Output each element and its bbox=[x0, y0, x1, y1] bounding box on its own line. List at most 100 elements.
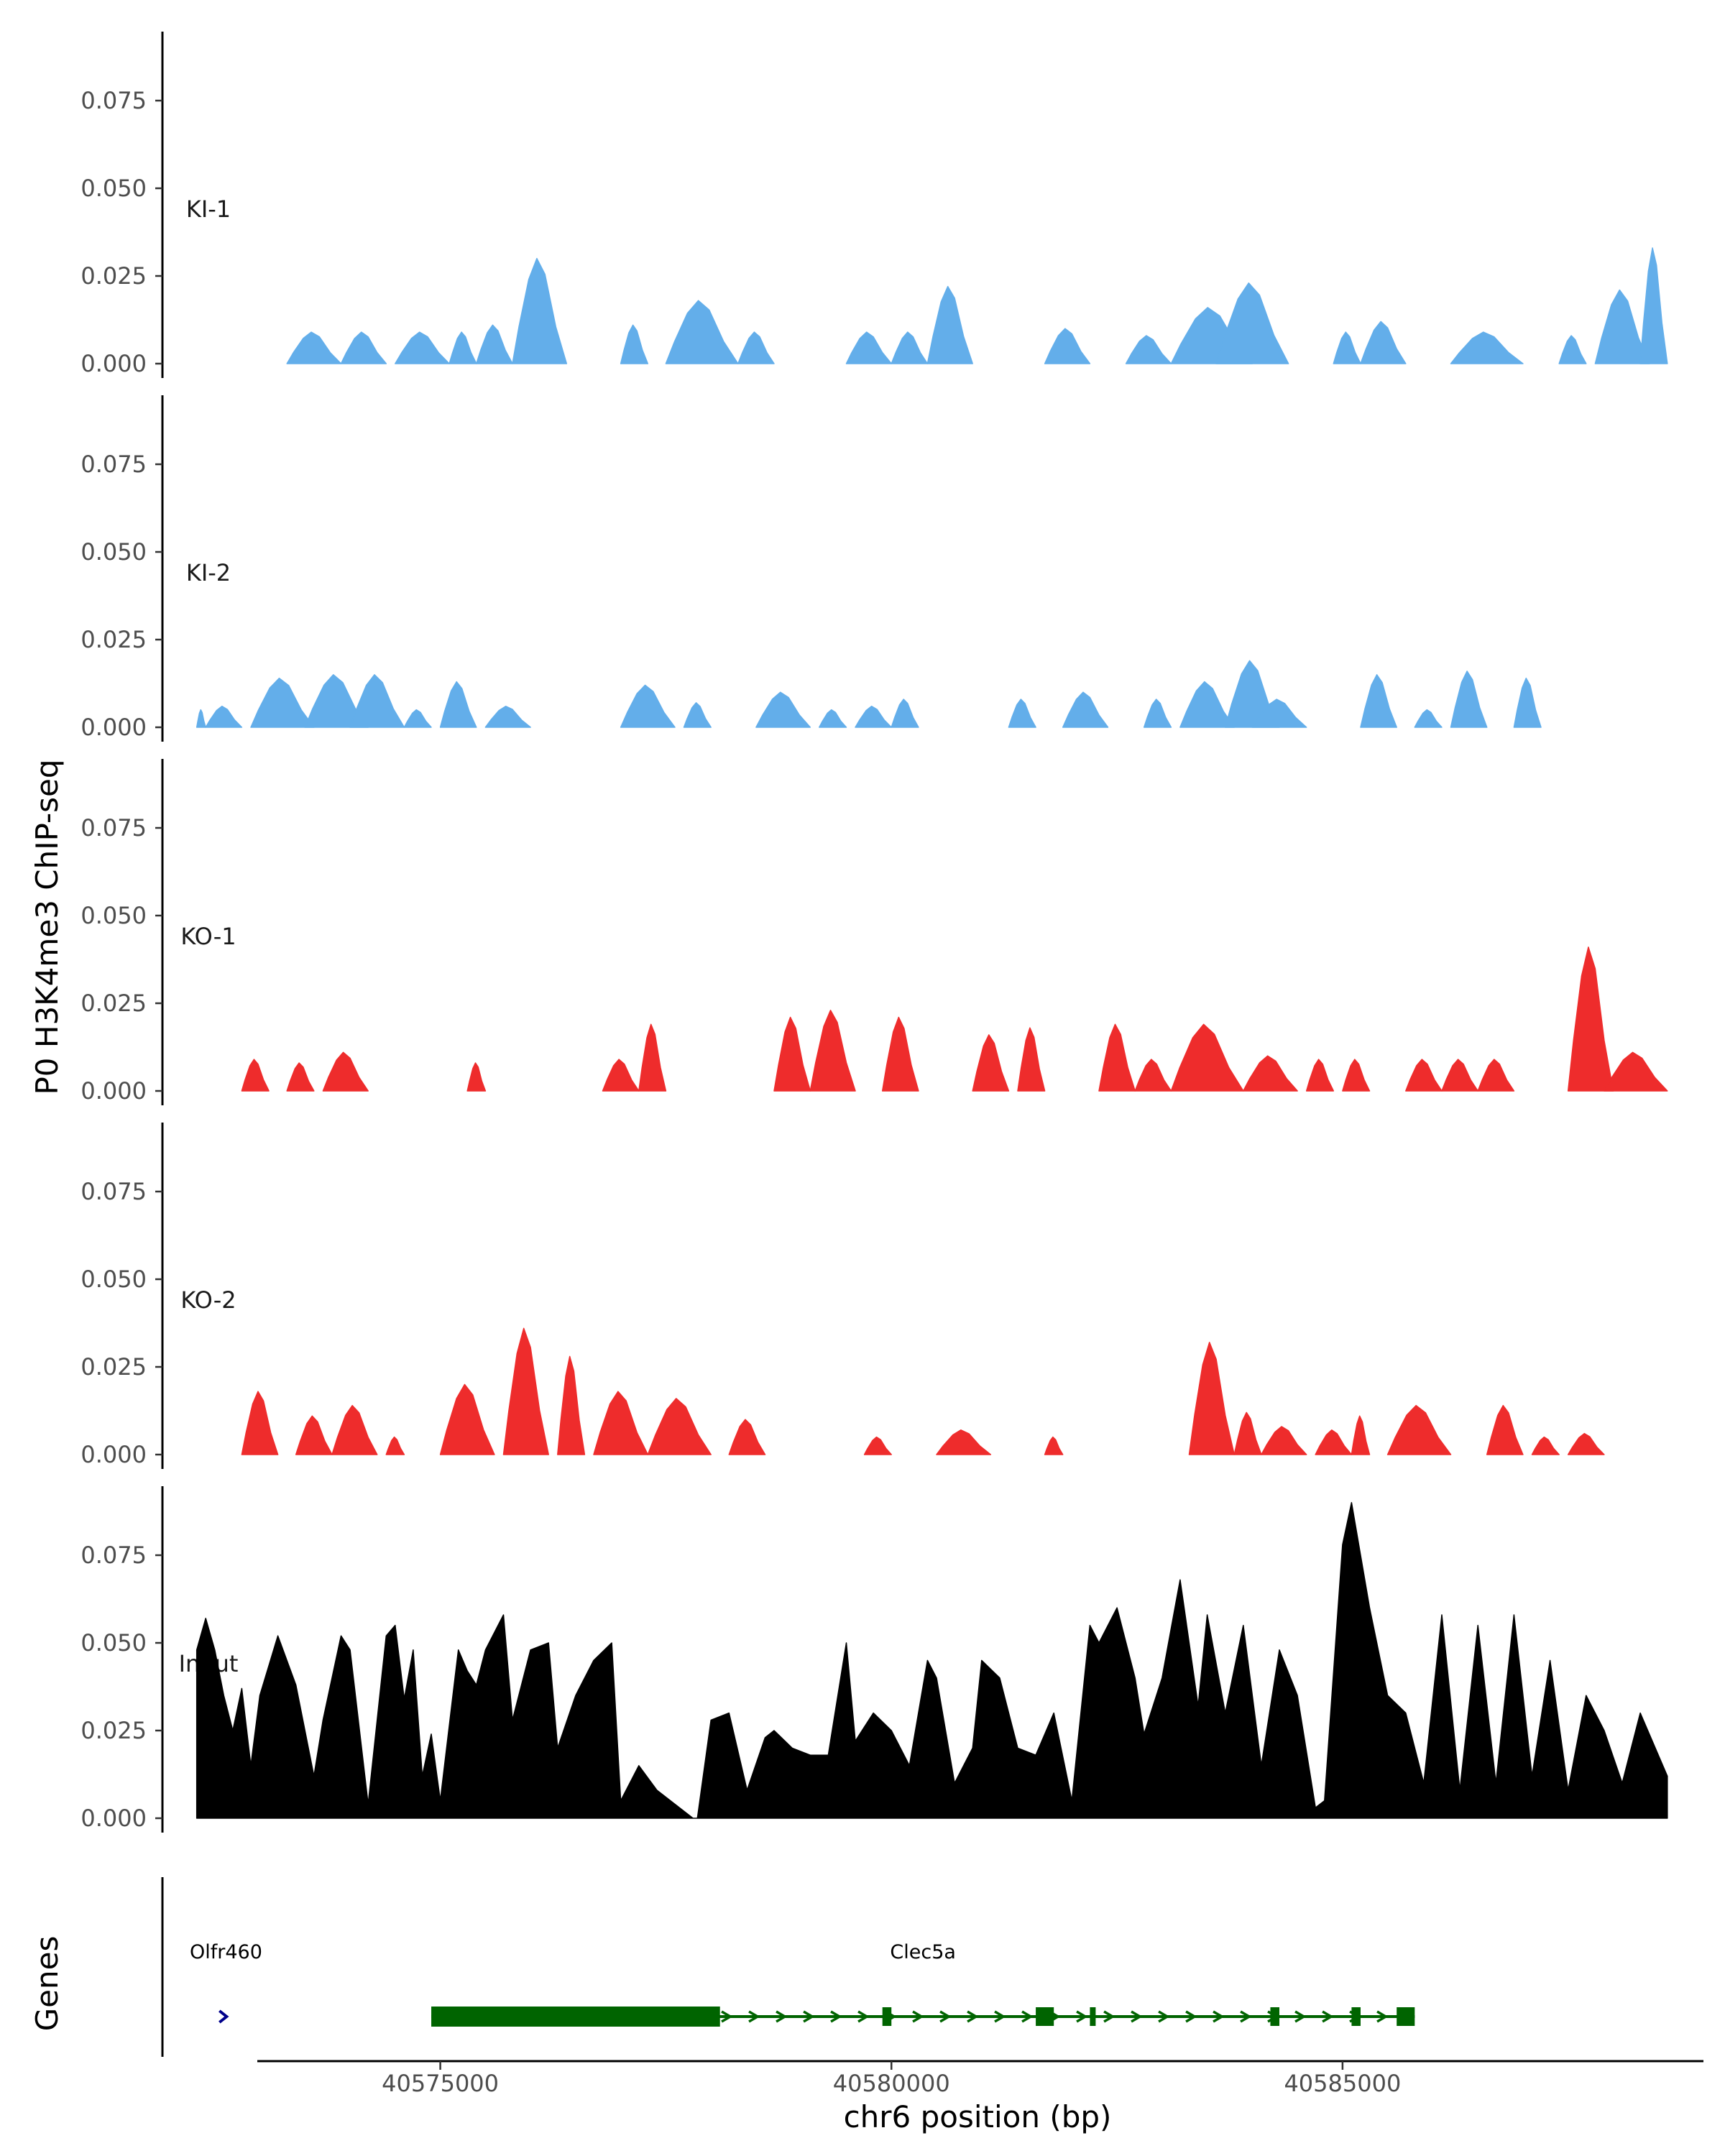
y-tick-label: 0.000 bbox=[80, 350, 147, 377]
signal-peak bbox=[1044, 328, 1091, 364]
exon bbox=[1090, 2007, 1096, 2026]
signal-peak bbox=[322, 1051, 369, 1092]
signal-peak bbox=[1342, 1059, 1371, 1092]
y-tick-label: 0.075 bbox=[80, 814, 147, 842]
signal-peak bbox=[1513, 677, 1542, 728]
signal-peak bbox=[773, 1016, 811, 1092]
strand-arrow bbox=[803, 2010, 815, 2023]
signal-peak bbox=[340, 331, 387, 364]
signal-peak bbox=[620, 324, 649, 364]
strand-arrow bbox=[939, 2010, 952, 2023]
strand-arrow bbox=[830, 2010, 842, 2023]
signal-peak bbox=[1450, 671, 1488, 728]
strand-arrow bbox=[218, 2009, 229, 2024]
signal-peak bbox=[1179, 681, 1235, 728]
signal-peak bbox=[1134, 1059, 1172, 1092]
strand-arrow bbox=[1322, 2010, 1334, 2023]
y-tick-label: 0.025 bbox=[80, 1717, 147, 1744]
signal-peak bbox=[1233, 1411, 1262, 1455]
track-label: KO-1 bbox=[180, 923, 236, 950]
exon bbox=[1036, 2007, 1054, 2026]
signal-peak bbox=[665, 300, 739, 364]
signal-peak bbox=[855, 705, 892, 728]
signal-peak bbox=[647, 1398, 712, 1455]
signal-peak bbox=[737, 331, 775, 364]
signal-peak bbox=[755, 691, 811, 728]
signal-peak bbox=[1360, 674, 1397, 728]
signal-peak bbox=[1604, 1051, 1668, 1092]
signal-peak bbox=[1215, 282, 1289, 364]
signal-peak bbox=[502, 1327, 549, 1455]
signal-peak bbox=[1531, 1436, 1560, 1455]
tracks-layer: 0.0000.0250.0500.075KI-10.0000.0250.0500… bbox=[80, 32, 1668, 1833]
strand-arrow bbox=[1294, 2010, 1307, 2023]
signal-peak bbox=[1243, 1055, 1298, 1092]
strand-arrow bbox=[1376, 2010, 1389, 2023]
signal-peak bbox=[819, 709, 847, 728]
strand-arrow bbox=[721, 2010, 733, 2023]
signal-peak bbox=[403, 709, 432, 728]
signal-peak bbox=[1125, 335, 1172, 364]
gene-label: Clec5a bbox=[890, 1941, 956, 1963]
track-ko-1: 0.000 0.025 0.050 0.075 KO-1 bbox=[80, 759, 1668, 1105]
signal-peak bbox=[1639, 247, 1668, 364]
signal-peak bbox=[1386, 1404, 1452, 1455]
signal-peak bbox=[1486, 1404, 1524, 1455]
signal-peak bbox=[1414, 709, 1443, 728]
signal-peak bbox=[1450, 331, 1524, 364]
y-tick-label: 0.075 bbox=[80, 1178, 147, 1205]
strand-arrow bbox=[1240, 2010, 1252, 2023]
track-label: KI-1 bbox=[186, 195, 231, 223]
signal-peak bbox=[439, 681, 477, 728]
signal-peak bbox=[1008, 699, 1036, 728]
signal-peak bbox=[881, 1016, 919, 1092]
signal-peak bbox=[863, 1436, 892, 1455]
signal-peak bbox=[1170, 1023, 1244, 1092]
signal-peak bbox=[1477, 1059, 1515, 1092]
x-axis-title: chr6 position (bp) bbox=[844, 2099, 1112, 2134]
signal-peak bbox=[1405, 1059, 1443, 1092]
y-tick-label: 0.050 bbox=[80, 538, 147, 566]
signal-peak bbox=[466, 1062, 487, 1092]
signal-peak bbox=[1188, 1342, 1235, 1455]
signal-peak bbox=[1351, 1415, 1371, 1455]
track-label: KI-2 bbox=[186, 559, 231, 586]
signal-peak bbox=[286, 331, 342, 364]
signal-peak bbox=[638, 1023, 667, 1092]
y-tick-label: 0.075 bbox=[80, 451, 147, 478]
signal-peak bbox=[1251, 699, 1307, 728]
signal-peak bbox=[385, 1436, 405, 1455]
track-ki-1: 0.000 0.025 0.050 0.075 KI-1 bbox=[80, 32, 1668, 378]
signal-peak bbox=[809, 1010, 856, 1092]
genes-axis-title: Genes bbox=[29, 1936, 65, 2032]
strand-arrow bbox=[857, 2010, 870, 2023]
signal-peak bbox=[728, 1419, 766, 1455]
signal-peak bbox=[891, 331, 929, 364]
signal-peak bbox=[484, 705, 531, 728]
signal-peak bbox=[395, 331, 450, 364]
signal-peak bbox=[512, 257, 568, 364]
signal-peak bbox=[331, 1404, 378, 1455]
y-tick-label: 0.075 bbox=[80, 1542, 147, 1569]
signal-peak bbox=[1305, 1059, 1335, 1092]
signal-peak bbox=[1567, 1432, 1605, 1455]
y-axis-title: P0 H3K4me3 ChIP-seq bbox=[29, 759, 65, 1095]
exon bbox=[431, 2007, 720, 2027]
strand-arrow bbox=[1103, 2010, 1116, 2023]
strand-arrow bbox=[994, 2010, 1006, 2023]
y-tick-label: 0.050 bbox=[80, 175, 147, 202]
signal-peak bbox=[1143, 699, 1172, 728]
signal-peak bbox=[205, 705, 243, 728]
signal-peak bbox=[1315, 1429, 1353, 1455]
x-axis: 40575000 40580000 40585000 bbox=[257, 2060, 1703, 2097]
genes-panel: Olfr460 Clec5a bbox=[161, 1877, 1415, 2057]
strand-arrow bbox=[1185, 2010, 1197, 2023]
y-tick-label: 0.000 bbox=[80, 1077, 147, 1105]
y-tick-label: 0.025 bbox=[80, 626, 147, 653]
signal-peak bbox=[593, 1391, 649, 1455]
exon bbox=[1351, 2007, 1361, 2026]
x-tick-label: 40580000 bbox=[833, 2070, 950, 2097]
signal-peak bbox=[891, 699, 919, 728]
gene-clec5a: Clec5a bbox=[431, 1941, 1415, 2027]
